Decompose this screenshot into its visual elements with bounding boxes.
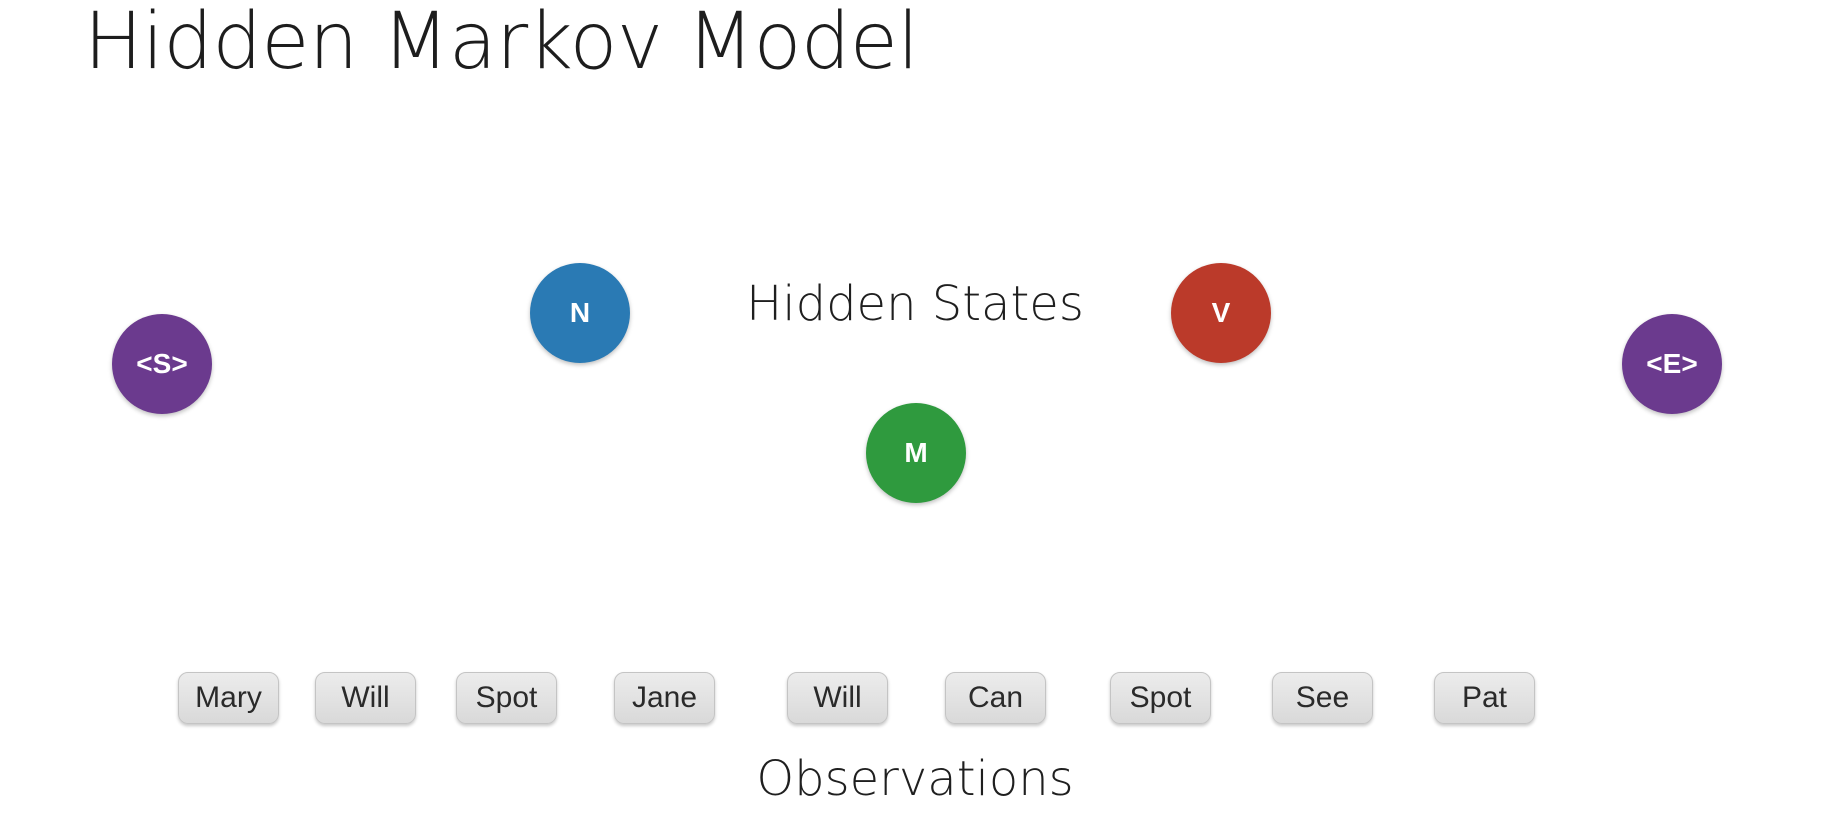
observation-word: Mary [178, 672, 279, 724]
slide-title: Hidden Markov Model [84, 0, 919, 87]
state-end-node: <E> [1622, 314, 1722, 414]
observation-word: See [1272, 672, 1373, 724]
observation-word: Can [945, 672, 1046, 724]
observation-word: Pat [1434, 672, 1535, 724]
state-n-node: N [530, 263, 630, 363]
hidden-states-label: Hidden States [746, 276, 1084, 332]
state-v-node: V [1171, 263, 1271, 363]
observation-word: Will [787, 672, 888, 724]
observation-word: Jane [614, 672, 715, 724]
observation-word: Will [315, 672, 416, 724]
observation-word: Spot [1110, 672, 1211, 724]
state-m-node: M [866, 403, 966, 503]
state-start-node: <S> [112, 314, 212, 414]
observation-word: Spot [456, 672, 557, 724]
observations-label: Observations [756, 751, 1074, 807]
